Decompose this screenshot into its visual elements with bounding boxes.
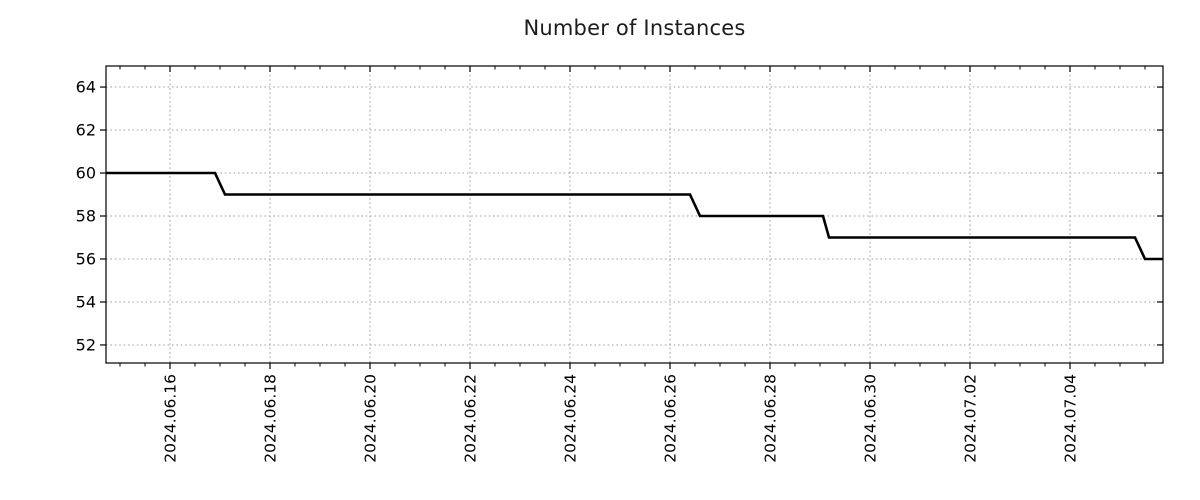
x-tick-label: 2024.06.22 — [462, 374, 480, 463]
y-tick-label: 64 — [76, 78, 96, 97]
x-tick-label: 2024.06.20 — [362, 374, 380, 463]
x-tick-label: 2024.07.04 — [1062, 374, 1080, 463]
x-tick-label: 2024.06.28 — [762, 374, 780, 463]
y-tick-label: 58 — [76, 207, 96, 226]
chart-title: Number of Instances — [523, 16, 746, 40]
y-tick-label: 54 — [76, 292, 96, 311]
y-tick-label: 60 — [76, 164, 96, 183]
x-tick-label: 2024.06.16 — [162, 374, 180, 463]
plot-frame — [105, 65, 1164, 364]
y-tick-label: 52 — [76, 335, 96, 354]
x-tick-label: 2024.06.30 — [862, 374, 880, 463]
x-tick-label: 2024.07.02 — [962, 374, 980, 463]
y-tick-label: 56 — [76, 249, 96, 268]
y-tick-label: 62 — [76, 121, 96, 140]
x-tick-label: 2024.06.26 — [662, 374, 680, 463]
x-tick-label: 2024.06.18 — [262, 374, 280, 463]
data-line-instances — [106, 171, 1163, 261]
x-tick-label: 2024.06.24 — [562, 374, 580, 463]
